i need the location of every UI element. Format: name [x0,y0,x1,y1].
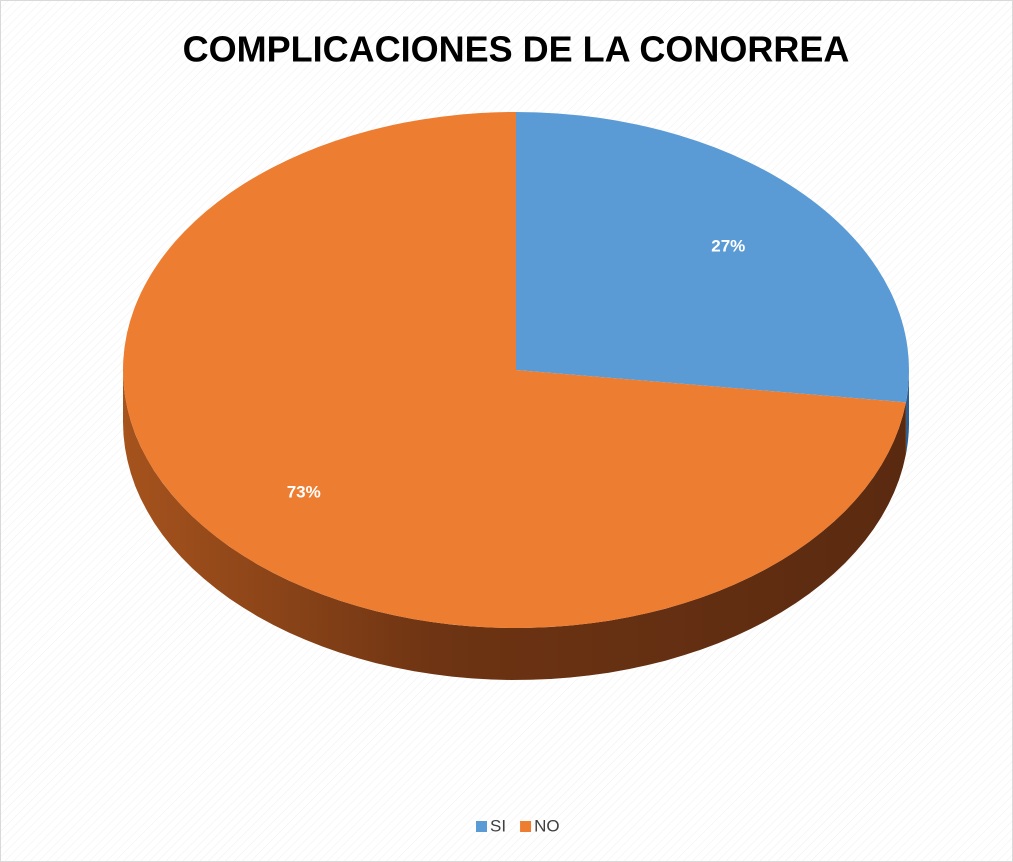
legend-swatch [520,821,532,832]
pie-slice [123,112,906,628]
legend-swatch [476,821,487,832]
data-label: 73% [287,482,321,501]
legend-label: SI [490,816,506,835]
legend-label: NO [534,816,560,835]
chart-title: COMPLICACIONES DE LA CONORREA [183,29,850,70]
pie-slice-side [905,370,909,455]
pie-slice-side [123,370,906,680]
pie-slice [516,112,909,403]
data-label: 27% [711,237,745,256]
